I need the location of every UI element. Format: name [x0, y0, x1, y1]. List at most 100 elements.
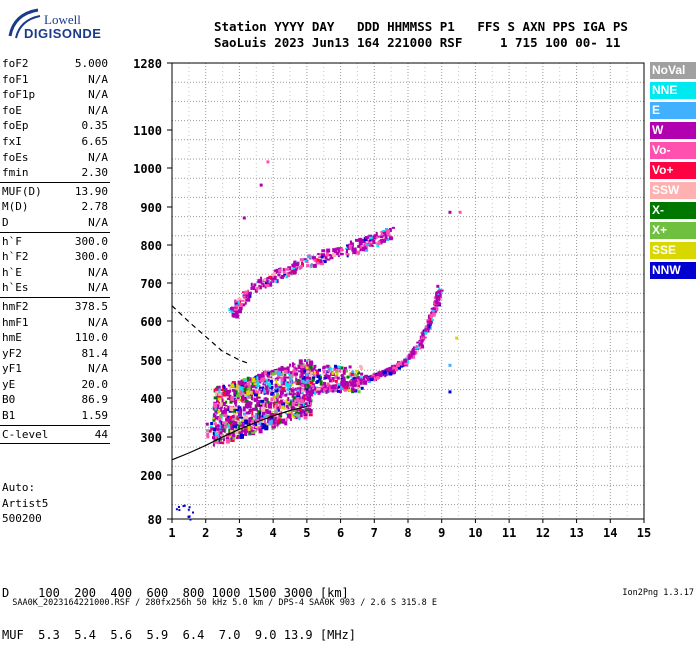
echo-point-o-trace — [433, 309, 438, 313]
echo-point-cluster — [298, 379, 301, 385]
echo-point-o-trace — [433, 296, 437, 299]
echo-point-low — [225, 417, 229, 421]
echo-point-band — [331, 378, 335, 382]
echo-point-cluster — [292, 381, 297, 384]
param-value: N/A — [88, 265, 108, 279]
footer-version: Ion2Png 1.3.17 — [622, 588, 694, 598]
echo-point-second-hop — [230, 307, 233, 311]
echo-point-band — [353, 373, 357, 377]
echo-point-cluster — [262, 386, 265, 392]
echo-point-cluster — [255, 418, 260, 423]
echo-point-second-hop — [238, 300, 241, 305]
echo-point-band — [343, 366, 347, 370]
echo-point-cluster — [255, 383, 258, 388]
echo-point-second-hop — [364, 241, 367, 246]
echo-point-second-hop — [235, 310, 240, 314]
echo-point-cluster — [299, 397, 303, 401]
echo-point-second-hop — [278, 268, 282, 273]
echo-point-cluster — [246, 382, 251, 387]
echo-point-band — [336, 376, 340, 380]
echo-point-cluster — [286, 383, 291, 389]
echo-point-cluster — [301, 396, 304, 400]
echo-point-isolated — [448, 210, 452, 214]
echo-point-cluster — [296, 382, 301, 385]
echo-point-cluster — [291, 393, 295, 398]
param-value: N/A — [88, 88, 108, 102]
echo-point-second-hop — [321, 253, 326, 258]
echo-point-cluster — [216, 386, 219, 389]
echo-point-cluster — [263, 388, 267, 394]
echo-point-low — [208, 429, 212, 433]
echo-point-cluster — [217, 397, 221, 401]
echo-point-second-hop — [277, 273, 281, 277]
echo-point-cluster — [244, 389, 248, 395]
echo-point-band — [335, 372, 339, 376]
echo-point-second-hop — [344, 247, 347, 250]
echo-point-cluster — [260, 399, 265, 403]
echo-point-cluster — [253, 382, 256, 388]
echo-point-cluster — [289, 371, 293, 375]
echo-point-o-trace — [323, 388, 328, 393]
echo-point-low — [223, 422, 227, 426]
echo-point-band — [331, 389, 335, 393]
echo-point-cluster — [290, 379, 293, 385]
echo-point-o-trace — [429, 313, 434, 317]
echo-point-cluster — [283, 407, 288, 410]
echo-point-second-hop — [262, 283, 265, 288]
echo-point-o-trace — [363, 380, 368, 385]
param-value: N/A — [88, 315, 108, 329]
echo-point-cluster — [278, 412, 282, 417]
echo-point-o-trace — [355, 382, 358, 385]
echo-point-band — [338, 390, 342, 394]
echo-point-cluster — [271, 391, 275, 394]
echo-point-second-hop — [374, 234, 377, 238]
echo-point-low — [231, 415, 235, 419]
echo-point-second-hop — [335, 248, 339, 251]
echo-point-band — [309, 365, 313, 369]
echo-point-o-trace — [346, 381, 350, 386]
echo-point-second-hop — [263, 278, 267, 282]
echo-point-second-hop — [242, 295, 246, 298]
echo-point-cluster — [289, 363, 292, 367]
echo-point-second-hop — [244, 300, 247, 305]
echo-point-cluster — [260, 402, 264, 407]
echo-point-noise — [188, 506, 191, 509]
echo-point-second-hop — [379, 236, 384, 239]
param-value: 6.65 — [81, 134, 109, 148]
param-key: foEp — [2, 119, 29, 133]
echo-point-cluster — [269, 379, 273, 385]
echo-point-cluster — [215, 390, 220, 396]
echo-point-cluster — [280, 377, 284, 382]
echo-point-band — [354, 389, 358, 393]
echo-point-band — [303, 381, 307, 385]
echo-point-band — [306, 370, 310, 374]
echo-point-second-hop — [272, 272, 276, 277]
echo-point-band — [319, 380, 323, 384]
echo-point-second-hop — [382, 229, 387, 232]
echo-point-second-hop — [382, 239, 387, 243]
param-value: 2.30 — [81, 166, 109, 180]
echo-point-o-trace — [404, 362, 409, 366]
echo-point-band — [346, 375, 350, 379]
echo-point-second-hop — [260, 282, 264, 285]
echo-point-band — [311, 376, 315, 380]
echo-point-o-trace — [407, 356, 411, 360]
echo-point-second-hop — [291, 263, 295, 266]
echo-point-band — [305, 388, 309, 392]
echo-point-cluster — [308, 400, 311, 405]
echo-point-low — [232, 436, 236, 440]
echo-point-cluster — [292, 372, 295, 377]
echo-point-cluster — [306, 404, 311, 407]
echo-point-second-hop — [252, 286, 256, 291]
echo-point-cluster — [249, 377, 252, 382]
echo-point-cluster — [291, 383, 294, 386]
echo-point-o-trace — [327, 389, 332, 393]
legend-item: X- — [650, 202, 696, 219]
echo-point-second-hop — [317, 253, 320, 256]
echo-point-o-trace — [333, 384, 338, 387]
echo-point-o-trace — [316, 387, 321, 391]
echo-point-cluster — [261, 411, 265, 415]
echo-point-cluster — [268, 420, 273, 426]
echo-point-cluster — [284, 393, 288, 397]
echo-point-cluster — [274, 387, 277, 390]
